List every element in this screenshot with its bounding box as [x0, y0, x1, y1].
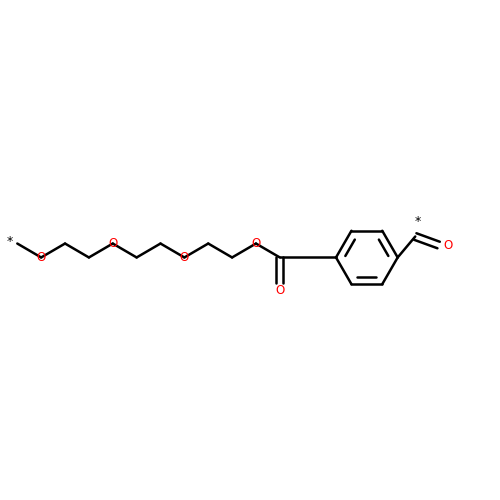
Text: *: * [6, 234, 13, 248]
Text: *: * [414, 215, 421, 228]
Text: O: O [36, 251, 46, 264]
Text: O: O [180, 251, 189, 264]
Text: O: O [108, 237, 118, 250]
Text: O: O [275, 284, 284, 298]
Text: O: O [443, 238, 452, 252]
Text: O: O [252, 237, 260, 250]
